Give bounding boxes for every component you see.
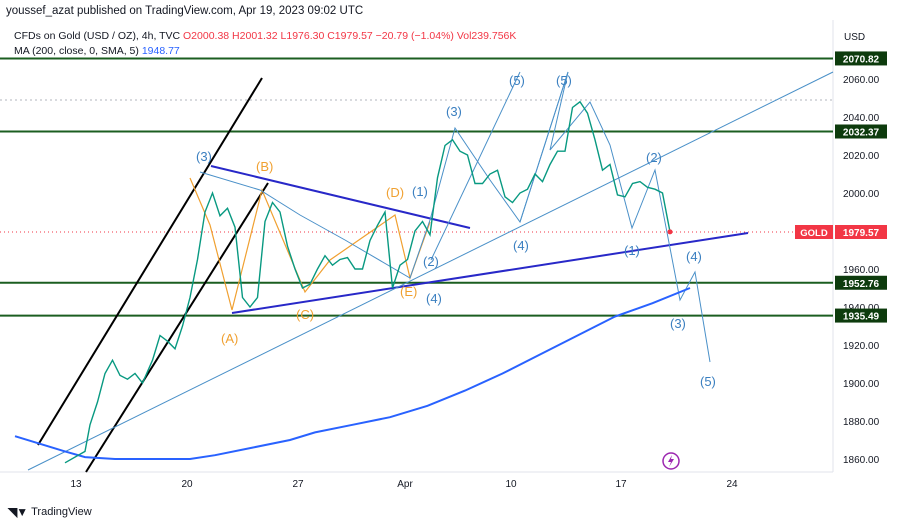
blue-wave-path[interactable] bbox=[199, 71, 711, 363]
x-tick-label: Apr bbox=[397, 479, 413, 490]
orange-wave-labels: (B) (D) (A) (C) (E) bbox=[221, 159, 417, 346]
currency-label: USD bbox=[844, 32, 865, 43]
channel-upper-line[interactable] bbox=[37, 77, 263, 446]
level-tag-bg bbox=[835, 308, 887, 323]
level-tag: 1935.49 bbox=[843, 312, 880, 323]
wave-label: (3) bbox=[196, 149, 212, 164]
wave-label: (C) bbox=[296, 307, 314, 322]
level-tag: 1952.76 bbox=[843, 279, 880, 290]
wave-label: (2) bbox=[646, 150, 662, 165]
y-tick-label: 1860.00 bbox=[843, 455, 880, 466]
wave-label: (4) bbox=[686, 249, 702, 264]
wave-5-line-a[interactable] bbox=[430, 71, 521, 261]
y-tick-label: 1880.00 bbox=[843, 417, 880, 428]
chart-legend: CFDs on Gold (USD / OZ), 4h, TVC O2000.3… bbox=[14, 29, 516, 59]
triangle-lower-line[interactable] bbox=[231, 232, 749, 314]
long-trend-line[interactable] bbox=[27, 71, 834, 471]
y-tick-label: 2020.00 bbox=[843, 151, 880, 162]
level-tag: 2032.37 bbox=[843, 127, 880, 138]
last-price-tag: 1979.57 bbox=[843, 228, 880, 239]
wave-5-line-b[interactable] bbox=[519, 71, 569, 223]
horizontal-levels: 2070.82 2032.37 1952.76 1935.49 bbox=[0, 51, 887, 323]
channel-lower-line[interactable] bbox=[85, 182, 269, 473]
wave-label: (B) bbox=[256, 159, 273, 174]
symbol-tag-bg bbox=[795, 225, 833, 239]
triangle-upper-line[interactable] bbox=[210, 165, 471, 229]
x-tick-label: 13 bbox=[70, 479, 82, 490]
lightning-icon[interactable] bbox=[662, 452, 680, 470]
y-tick-label: 1900.00 bbox=[843, 379, 880, 390]
x-tick-label: 20 bbox=[181, 479, 193, 490]
y-tick-label: 1920.00 bbox=[843, 341, 880, 352]
wave-label: (3) bbox=[446, 104, 462, 119]
tradingview-logo-icon: ◥▼ bbox=[8, 505, 28, 519]
footer-brand-label: TradingView bbox=[31, 506, 92, 518]
wave-label: (D) bbox=[386, 185, 404, 200]
last-price-point bbox=[667, 229, 673, 235]
ohlc-values: O2000.38 H2001.32 L1976.30 C1979.57 −20.… bbox=[183, 30, 517, 42]
orange-wave-path[interactable] bbox=[189, 177, 431, 311]
level-tag: 2070.82 bbox=[843, 54, 880, 65]
y-tick-label: 2060.00 bbox=[843, 75, 880, 86]
wave-label: (5) bbox=[700, 374, 716, 389]
wave-label: (2) bbox=[423, 254, 439, 269]
x-axis-ticks: 13 20 27 Apr 10 17 24 bbox=[70, 479, 738, 490]
wave-label: (1) bbox=[412, 184, 428, 199]
wave-label: (A) bbox=[221, 331, 238, 346]
level-tag-bg bbox=[835, 275, 887, 290]
x-tick-label: 10 bbox=[505, 479, 517, 490]
publisher-line: youssef_azat published on TradingView.co… bbox=[6, 5, 364, 17]
x-tick-label: 27 bbox=[292, 479, 304, 490]
blue-wave-labels: (3) (5) (5) (3) (2) (1) (2) (4) (4) (1) … bbox=[196, 73, 716, 389]
x-tick-label: 17 bbox=[615, 479, 627, 490]
price-series-line[interactable] bbox=[64, 100, 671, 464]
x-tick-label: 24 bbox=[726, 479, 738, 490]
wave-label: (5) bbox=[509, 73, 525, 88]
wave-label: (E) bbox=[400, 284, 417, 299]
wave-label: (4) bbox=[513, 238, 529, 253]
level-tag-bg bbox=[835, 124, 887, 139]
y-tick-label: 2040.00 bbox=[843, 113, 880, 124]
ma-label[interactable]: MA (200, close, 0, SMA, 5) bbox=[14, 45, 139, 57]
y-tick-label: 1960.00 bbox=[843, 265, 880, 276]
ma-value: 1948.77 bbox=[141, 45, 180, 57]
y-tick-label: 2000.00 bbox=[843, 189, 880, 200]
wave-label: (1) bbox=[624, 243, 640, 258]
y-tick-label: 1940.00 bbox=[843, 303, 880, 314]
lightning-bolt-icon bbox=[668, 455, 674, 467]
wave-label: (5) bbox=[556, 73, 572, 88]
symbol-label[interactable]: CFDs on Gold (USD / OZ), 4h, TVC bbox=[14, 30, 181, 42]
level-tag-bg bbox=[835, 51, 887, 66]
y-axis-ticks: 1860.00 1880.00 1900.00 1920.00 1940.00 1960.… bbox=[843, 75, 880, 466]
footer-brand[interactable]: ◥▼ TradingView bbox=[8, 505, 92, 519]
moving-average-line[interactable] bbox=[14, 287, 691, 460]
last-price-tag-bg bbox=[835, 225, 887, 239]
symbol-tag: GOLD bbox=[800, 228, 828, 239]
wave-label: (4) bbox=[426, 291, 442, 306]
wave-label: (3) bbox=[670, 316, 686, 331]
